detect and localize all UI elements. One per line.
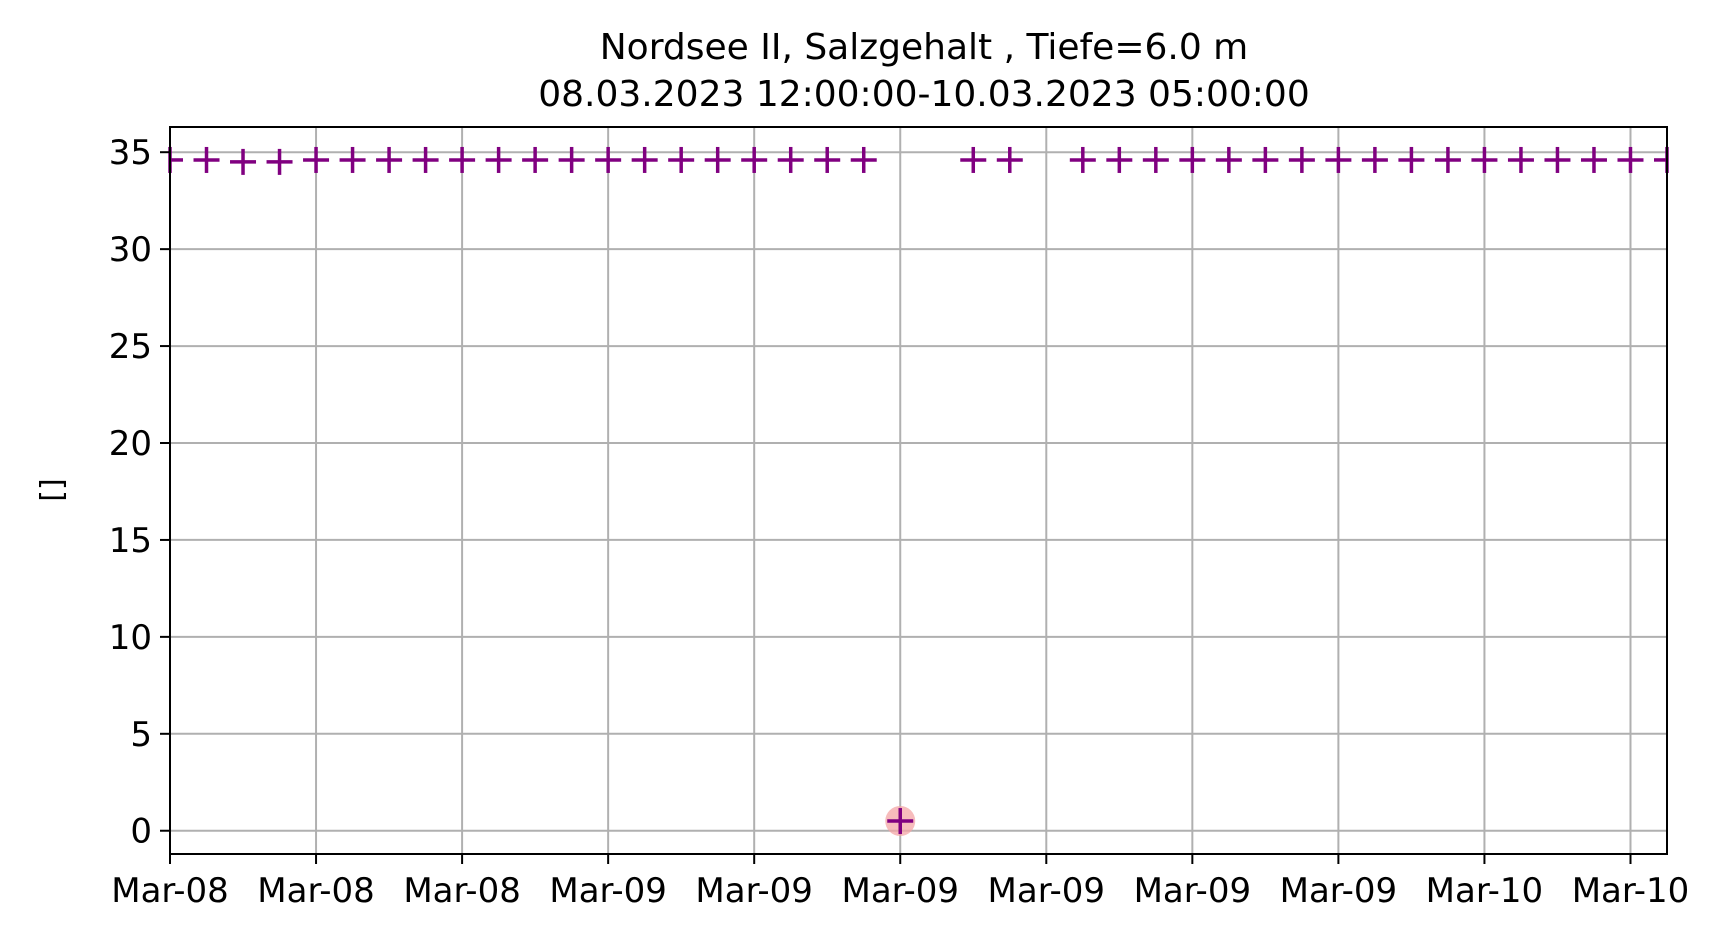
data-point [230,148,257,175]
data-point [850,146,877,173]
data-point [339,146,366,173]
data-point [376,146,403,173]
y-tick-label: 5 [130,715,152,755]
plot-frame [169,126,1668,855]
data-point [960,146,987,173]
data-point [1288,146,1315,173]
y-tick-label: 10 [109,618,152,658]
data-point [595,146,622,173]
data-point [1398,146,1425,173]
data-point [1325,146,1352,173]
data-point [449,146,476,173]
x-tick-label: Mar-09 [988,871,1106,911]
data-point [704,146,731,173]
x-tick-label: Mar-09 [841,871,959,911]
data-point [1434,146,1461,173]
data-point [1069,146,1096,173]
y-axis-label: [] [35,478,70,501]
data-point [522,146,549,173]
x-tick-label: Mar-08 [111,871,229,911]
y-tick-label: 20 [109,424,152,464]
y-tick-label: 30 [109,230,152,270]
y-tick-label: 25 [109,327,152,367]
axes-ticks: Mar-08 Mar-08 Mar-08 Mar-09 Mar-09 Mar-09 Mar-… [109,133,1690,911]
x-tick-label: Mar-09 [1134,871,1252,911]
data-point [631,146,658,173]
data-point [1471,146,1498,173]
y-tick-label: 35 [109,133,152,173]
data-point [668,146,695,173]
data-point [1142,146,1169,173]
data-point [1544,146,1571,173]
data-point [485,146,512,173]
data-point [412,146,439,173]
x-tick-label: Mar-10 [1426,871,1544,911]
data-point [558,146,585,173]
data-point [1617,146,1644,173]
data-point [777,146,804,173]
x-tick-label: Mar-08 [403,871,521,911]
data-point [741,146,768,173]
data-points [168,146,1669,837]
y-tick-label: 15 [109,521,152,561]
data-point [303,146,330,173]
data-point [193,146,220,173]
data-point [887,808,914,835]
data-point [996,146,1023,173]
chart-title: Nordsee II, Salzgehalt , Tiefe=6.0 m [600,27,1249,68]
x-tick-label: Mar-09 [695,871,813,911]
data-point [1215,146,1242,173]
data-point [1106,146,1133,173]
x-tick-label: Mar-08 [257,871,375,911]
x-tick-label: Mar-09 [549,871,667,911]
grid [169,127,1667,854]
data-point [1580,146,1607,173]
data-point [1179,146,1206,173]
data-point [266,148,293,175]
data-point [814,146,841,173]
x-tick-label: Mar-09 [1280,871,1398,911]
data-point [1252,146,1279,173]
chart-subtitle: 08.03.2023 12:00:00-10.03.2023 05:00:00 [538,74,1310,115]
data-point [1361,146,1388,173]
data-point [1507,146,1534,173]
x-tick-label: Mar-10 [1572,871,1690,911]
y-tick-label: 0 [130,812,152,852]
